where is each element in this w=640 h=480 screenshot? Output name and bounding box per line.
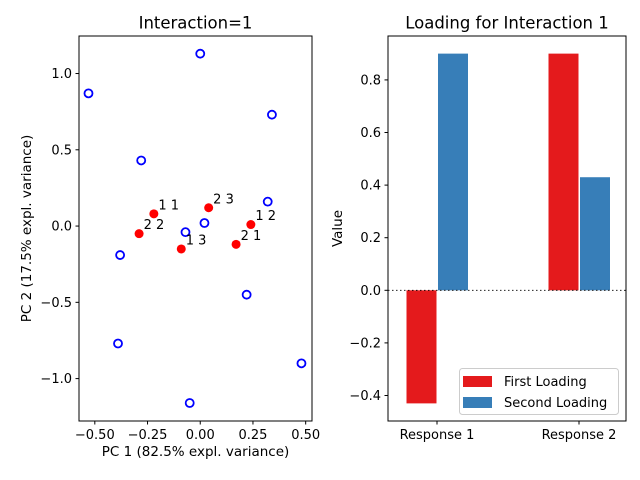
x-tick-label: 0.00 bbox=[186, 428, 215, 443]
bar-second-loading bbox=[438, 53, 468, 291]
bar-first-loading bbox=[548, 53, 579, 291]
y-tick-label: 0.4 bbox=[360, 179, 381, 194]
y-tick-label: 0.0 bbox=[360, 284, 381, 299]
x-tick-label: Response 1 bbox=[400, 428, 475, 443]
x-tick-label: 0.25 bbox=[238, 428, 267, 443]
y-tick-label: −0.5 bbox=[40, 296, 72, 311]
y-tick-label: 0.6 bbox=[360, 126, 381, 141]
scatter-open-point bbox=[115, 250, 126, 260]
scatter-open-point bbox=[83, 88, 94, 99]
pca-scatter-plot: −0.50 −0.25 0.00 0.25 0.50 1.0 0.5 0.0 −0.5 −1.0 1… bbox=[40, 35, 320, 443]
scatter-title: Interaction=1 bbox=[139, 14, 253, 33]
legend-swatch-first-loading bbox=[463, 376, 492, 387]
bar-axes-spines bbox=[387, 35, 627, 422]
y-tick-label: 0.5 bbox=[51, 143, 72, 158]
x-tick-label: Response 2 bbox=[542, 428, 617, 443]
loading-bar-chart: 0.8 0.6 0.4 0.2 0.0 −0.2 −0.4 Response 1 Respons… bbox=[349, 35, 627, 443]
scatter-axes-spines bbox=[78, 35, 313, 422]
scatter-point-annotation: 2 1 bbox=[241, 229, 262, 244]
scatter-point-annotation: 2 2 bbox=[144, 218, 165, 233]
scatter-open-point bbox=[136, 155, 147, 166]
y-tick-label: −1.0 bbox=[40, 372, 72, 387]
scatter-open-point bbox=[262, 196, 273, 207]
scatter-xaxis-label: PC 1 (82.5% expl. variance) bbox=[102, 444, 290, 460]
scatter-point-annotation: 1 2 bbox=[255, 209, 276, 224]
legend-frame bbox=[459, 368, 619, 415]
x-tick-label: 0.50 bbox=[291, 428, 320, 443]
scatter-open-point bbox=[184, 398, 195, 408]
bar-first-loading bbox=[406, 290, 437, 404]
y-tick-label: 0.0 bbox=[51, 220, 72, 235]
legend-label-first-loading: First Loading bbox=[504, 375, 587, 390]
scatter-labeled-point bbox=[231, 239, 241, 249]
scatter-yaxis-label: PC 2 (17.5% expl. variance) bbox=[19, 135, 35, 323]
bar-yaxis-label: Value bbox=[330, 210, 346, 247]
scatter-labeled-point bbox=[246, 220, 256, 230]
scatter-open-point bbox=[113, 338, 123, 349]
y-tick-label: 0.2 bbox=[360, 231, 381, 246]
scatter-labeled-point bbox=[134, 229, 144, 239]
scatter-labeled-point bbox=[149, 209, 159, 219]
legend-swatch-second-loading bbox=[463, 397, 492, 408]
y-tick-label: −0.4 bbox=[349, 389, 381, 404]
legend: First Loading Second Loading bbox=[459, 368, 619, 415]
y-tick-label: 0.8 bbox=[360, 73, 381, 88]
scatter-open-point bbox=[296, 358, 307, 369]
scatter-open-point bbox=[180, 227, 191, 238]
scatter-open-point bbox=[241, 289, 252, 300]
scatter-labeled-point bbox=[204, 203, 214, 213]
x-tick-label: −0.25 bbox=[128, 428, 168, 443]
y-tick-label: 1.0 bbox=[51, 67, 72, 82]
scatter-point-annotation: 1 3 bbox=[186, 233, 207, 248]
scatter-point-annotation: 1 1 bbox=[158, 198, 179, 213]
bar-second-loading bbox=[580, 177, 610, 291]
scatter-open-point bbox=[199, 218, 210, 228]
scatter-labeled-point bbox=[176, 244, 186, 254]
x-tick-label: −0.50 bbox=[75, 428, 115, 443]
scatter-point-annotation: 2 3 bbox=[213, 192, 234, 207]
y-tick-label: −0.2 bbox=[349, 336, 381, 351]
legend-label-second-loading: Second Loading bbox=[504, 396, 607, 411]
bar-title: Loading for Interaction 1 bbox=[405, 14, 609, 33]
scatter-open-point bbox=[267, 109, 277, 120]
scatter-open-point bbox=[195, 48, 206, 59]
